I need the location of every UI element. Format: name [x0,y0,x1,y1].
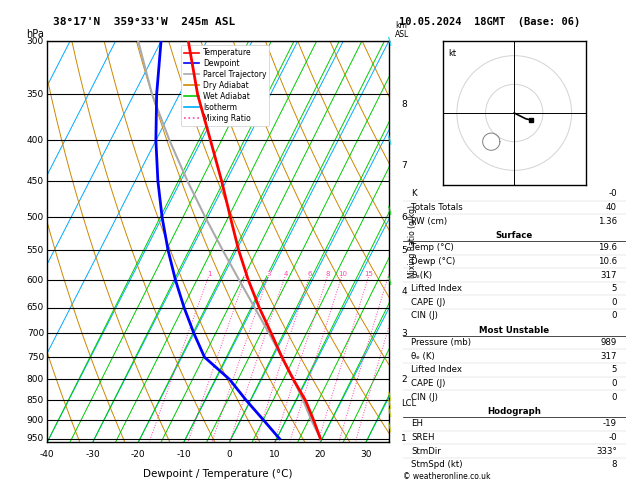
Text: Dewp (°C): Dewp (°C) [411,257,456,266]
Text: 700: 700 [27,329,44,338]
Text: 4: 4 [401,287,407,296]
Text: 19.6: 19.6 [598,243,617,252]
Text: 2: 2 [401,375,407,384]
Text: 38°17'N  359°33'W  245m ASL: 38°17'N 359°33'W 245m ASL [53,17,236,27]
Text: EH: EH [411,419,423,428]
Text: Mixing Ratio (g/kg): Mixing Ratio (g/kg) [408,205,417,278]
Text: 900: 900 [27,416,44,424]
Text: 317: 317 [601,271,617,279]
Text: 550: 550 [27,246,44,255]
Text: -30: -30 [86,450,100,459]
Text: 3: 3 [401,329,407,338]
Text: Totals Totals: Totals Totals [411,203,463,212]
Text: 0: 0 [611,379,617,388]
Text: Pressure (mb): Pressure (mb) [411,338,472,347]
Text: LCL: LCL [401,399,416,408]
Text: StmDir: StmDir [411,447,441,455]
Text: 10.6: 10.6 [598,257,617,266]
Text: © weatheronline.co.uk: © weatheronline.co.uk [403,472,490,481]
Text: 8: 8 [611,460,617,469]
Text: -20: -20 [131,450,145,459]
Text: 4: 4 [284,272,288,278]
Text: -0: -0 [608,190,617,198]
Text: 3: 3 [267,272,271,278]
Text: 10: 10 [269,450,281,459]
Text: 300: 300 [27,37,44,46]
Text: /: / [387,36,394,47]
Text: kt: kt [448,49,457,58]
Text: 0: 0 [226,450,232,459]
Text: 40: 40 [606,203,617,212]
Text: SREH: SREH [411,433,435,442]
Text: Temp (°C): Temp (°C) [411,243,454,252]
Text: Lifted Index: Lifted Index [411,365,462,374]
Text: /: / [387,399,394,410]
Text: 8: 8 [326,272,330,278]
Text: 5: 5 [401,246,407,255]
Text: 0: 0 [611,298,617,307]
Text: CAPE (J): CAPE (J) [411,379,446,388]
Text: K: K [411,190,417,198]
Text: 1: 1 [401,434,407,443]
Text: 950: 950 [27,434,44,443]
Text: /: / [387,407,394,417]
Text: θₑ (K): θₑ (K) [411,352,435,361]
Text: km
ASL: km ASL [395,21,409,39]
Text: 5: 5 [611,284,617,293]
Text: 400: 400 [27,136,44,145]
Text: CAPE (J): CAPE (J) [411,298,446,307]
Text: 7: 7 [401,161,407,170]
Text: Lifted Index: Lifted Index [411,284,462,293]
Legend: Temperature, Dewpoint, Parcel Trajectory, Dry Adiabat, Wet Adiabat, Isotherm, Mi: Temperature, Dewpoint, Parcel Trajectory… [181,45,269,126]
Text: Surface: Surface [496,231,533,240]
Text: /: / [387,391,394,401]
Text: 500: 500 [27,213,44,222]
Text: StmSpd (kt): StmSpd (kt) [411,460,463,469]
Text: 1.36: 1.36 [598,217,617,226]
Text: Most Unstable: Most Unstable [479,326,549,335]
Text: -10: -10 [176,450,191,459]
Text: 6: 6 [401,213,407,222]
Text: /: / [387,205,394,216]
Text: CIN (J): CIN (J) [411,393,438,401]
Text: CIN (J): CIN (J) [411,312,438,320]
Text: 6: 6 [308,272,312,278]
Text: 0: 0 [611,393,617,401]
Text: 5: 5 [611,365,617,374]
Text: 800: 800 [27,375,44,384]
Text: 850: 850 [27,396,44,405]
Text: 20: 20 [314,450,326,459]
Text: 2: 2 [244,272,248,278]
Text: 750: 750 [27,353,44,362]
Text: θₑ(K): θₑ(K) [411,271,433,279]
Text: /: / [387,422,394,433]
Text: 350: 350 [27,90,44,99]
Text: 650: 650 [27,303,44,312]
Text: 317: 317 [601,352,617,361]
Text: hPa: hPa [26,29,44,39]
Text: 30: 30 [360,450,372,459]
Text: /: / [387,135,394,146]
Text: 989: 989 [601,338,617,347]
Text: 333°: 333° [596,447,617,455]
Text: -0: -0 [608,433,617,442]
Text: 600: 600 [27,276,44,285]
Text: 8: 8 [401,100,407,109]
Text: 1: 1 [207,272,211,278]
Text: PW (cm): PW (cm) [411,217,448,226]
Text: 15: 15 [365,272,374,278]
Text: 450: 450 [27,176,44,186]
Text: Hodograph: Hodograph [487,407,541,416]
Text: Dewpoint / Temperature (°C): Dewpoint / Temperature (°C) [143,469,292,479]
Text: /: / [387,275,394,285]
Text: 0: 0 [611,312,617,320]
Text: 10.05.2024  18GMT  (Base: 06): 10.05.2024 18GMT (Base: 06) [399,17,581,27]
Text: -19: -19 [603,419,617,428]
Text: 10: 10 [338,272,347,278]
Text: -40: -40 [40,450,55,459]
